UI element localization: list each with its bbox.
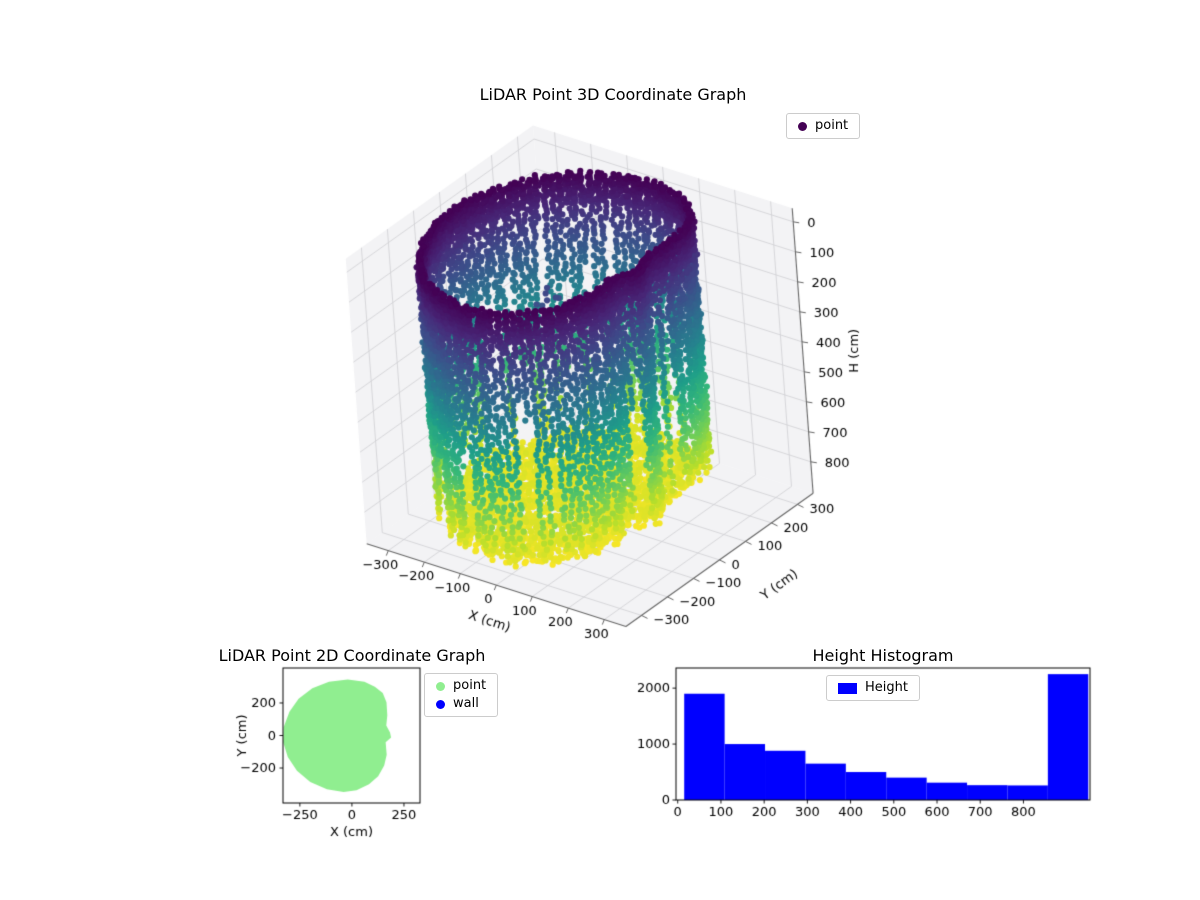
legend-label-height: Height [865, 680, 908, 695]
chart-title-3d: LiDAR Point 3D Coordinate Graph [479, 85, 747, 104]
legend-histogram: Height [826, 675, 920, 701]
legend-item-point-3d: point [798, 119, 848, 133]
chart-title-2d: LiDAR Point 2D Coordinate Graph [218, 646, 486, 665]
legend-label-wall-2d: wall [453, 696, 479, 711]
chart-title-histogram: Height Histogram [812, 646, 954, 665]
point-marker-icon [436, 681, 445, 691]
legend-label-point-2d: point [453, 678, 487, 693]
legend-2d: point wall [424, 673, 499, 717]
height-swatch-icon [838, 682, 857, 694]
point-marker-icon [798, 121, 807, 131]
legend-item-height: Height [838, 681, 908, 695]
legend-item-wall-2d: wall [436, 697, 486, 711]
legend-item-point-2d: point [436, 679, 486, 693]
legend-3d: point [786, 113, 861, 139]
legend-label-point-3d: point [815, 118, 849, 133]
wall-marker-icon [436, 699, 445, 709]
